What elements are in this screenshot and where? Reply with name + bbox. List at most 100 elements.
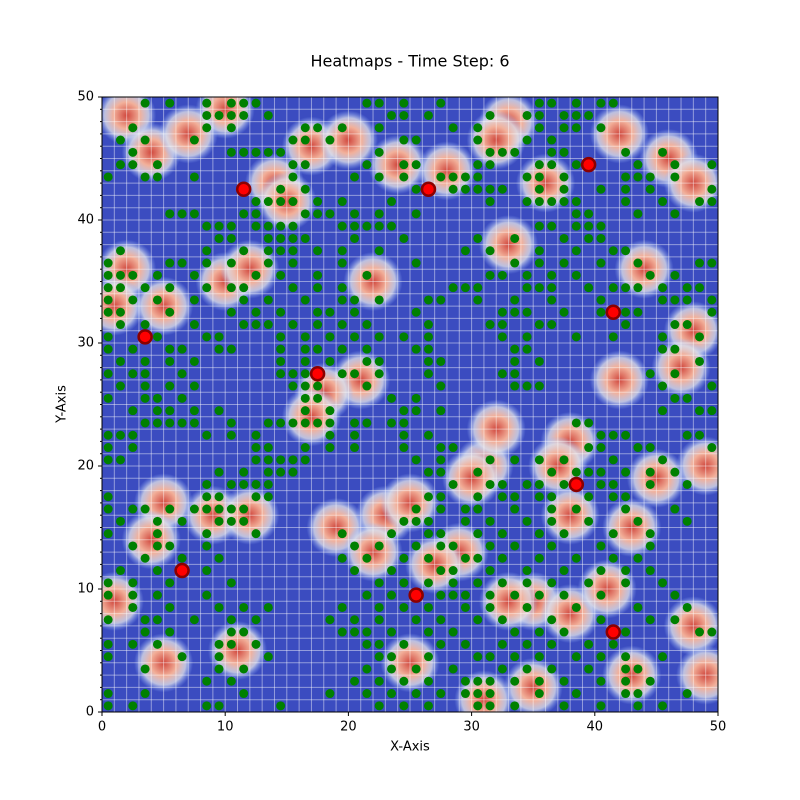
green-point (350, 566, 360, 576)
green-point (202, 504, 212, 514)
green-point (645, 529, 655, 539)
green-point (140, 98, 150, 108)
green-point (621, 197, 631, 207)
green-point (423, 652, 433, 662)
green-point (140, 356, 150, 366)
green-point (534, 172, 544, 182)
green-point (559, 307, 569, 317)
green-point (177, 652, 187, 662)
green-point (448, 443, 458, 453)
green-point (165, 418, 175, 428)
green-point (473, 504, 483, 514)
green-point (165, 381, 175, 391)
green-point (510, 344, 520, 354)
green-point (621, 492, 631, 502)
green-point (263, 233, 273, 243)
green-point (189, 320, 199, 330)
green-point (707, 184, 717, 194)
green-point (152, 172, 162, 182)
green-point (571, 98, 581, 108)
green-point (263, 320, 273, 330)
green-point (214, 602, 224, 612)
green-point (337, 246, 347, 256)
green-point (621, 504, 631, 514)
green-point (362, 98, 372, 108)
green-point (374, 369, 384, 379)
green-point (571, 652, 581, 662)
green-point (695, 258, 705, 268)
green-point (251, 492, 261, 502)
green-point (226, 578, 236, 588)
green-point (608, 283, 618, 293)
green-point (128, 123, 138, 133)
green-point (399, 160, 409, 170)
green-point (374, 172, 384, 182)
green-point (152, 295, 162, 305)
green-point (621, 664, 631, 674)
green-point (165, 209, 175, 219)
green-point (276, 344, 286, 354)
green-point (670, 467, 680, 477)
green-point (165, 356, 175, 366)
green-point (226, 516, 236, 526)
green-point (658, 332, 668, 342)
green-point (485, 541, 495, 551)
green-point (621, 172, 631, 182)
green-point (707, 406, 717, 416)
green-point (103, 369, 113, 379)
green-point (300, 332, 310, 342)
x-tick-label: 0 (98, 720, 106, 735)
green-point (411, 541, 421, 551)
green-point (682, 516, 692, 526)
green-point (350, 430, 360, 440)
green-point (313, 197, 323, 207)
green-point (460, 184, 470, 194)
green-point (202, 98, 212, 108)
green-point (239, 246, 249, 256)
green-point (165, 627, 175, 637)
green-point (658, 406, 668, 416)
green-point (497, 332, 507, 342)
agent-point (580, 156, 597, 173)
green-point (350, 418, 360, 428)
green-point (263, 467, 273, 477)
green-point (510, 652, 520, 662)
green-point (140, 320, 150, 330)
green-point (596, 615, 606, 625)
green-point (584, 418, 594, 428)
green-point (152, 566, 162, 576)
green-point (399, 676, 409, 686)
green-point (103, 270, 113, 280)
green-point (202, 246, 212, 256)
green-point (436, 615, 446, 625)
green-point (411, 455, 421, 465)
green-point (115, 270, 125, 280)
green-point (534, 123, 544, 133)
green-point (534, 258, 544, 268)
green-point (399, 553, 409, 563)
y-tick-label: 10 (77, 582, 94, 597)
green-point (300, 443, 310, 453)
green-point (140, 615, 150, 625)
green-point (448, 479, 458, 489)
green-point (374, 578, 384, 588)
green-point (276, 184, 286, 194)
heat-spot (663, 596, 718, 656)
green-point (522, 110, 532, 120)
green-point (596, 652, 606, 662)
green-point (608, 430, 618, 440)
green-point (621, 566, 631, 576)
heat-spot (626, 448, 686, 508)
green-point (214, 639, 224, 649)
green-point (658, 147, 668, 157)
green-point (460, 689, 470, 699)
green-point (473, 529, 483, 539)
green-point (251, 479, 261, 489)
green-point (226, 676, 236, 686)
green-point (423, 369, 433, 379)
green-point (682, 430, 692, 440)
green-point (547, 98, 557, 108)
green-point (670, 615, 680, 625)
green-point (510, 233, 520, 243)
green-point (534, 110, 544, 120)
